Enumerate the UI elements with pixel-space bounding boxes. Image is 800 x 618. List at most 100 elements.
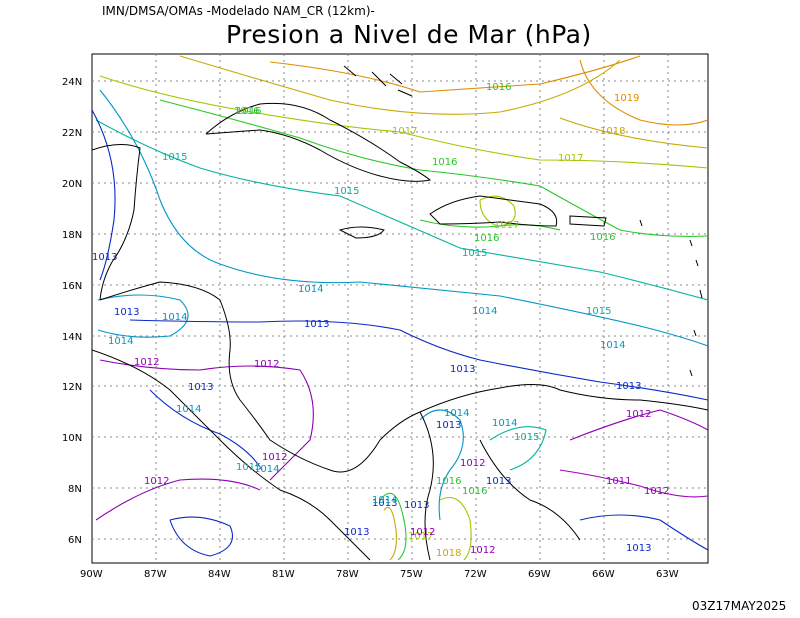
- isobar-label-1014: 1014: [176, 404, 201, 415]
- lat-label: 22N: [62, 128, 82, 139]
- isobar-label-1014: 1014: [162, 312, 187, 323]
- isobar-label-1014: 1014: [444, 408, 469, 419]
- isobar-label-1013: 1013: [304, 319, 329, 330]
- isobar-1019: [269, 55, 641, 93]
- isobar-label-1015: 1015: [514, 432, 539, 443]
- latitude-axis: 24N 22N 20N 18N 16N 14N 12N 10N 8N 6N: [62, 77, 82, 546]
- coastline-puerto-rico: [569, 215, 607, 227]
- isobar-1017: [439, 496, 472, 561]
- isobar-label-1013: 1013: [92, 252, 117, 263]
- isobar-1012: [95, 478, 261, 521]
- source-label: IMN/DMSA/OMAs -Modelado NAM_CR (12km)-: [102, 4, 375, 18]
- isobar-label-1016: 1016: [234, 106, 259, 117]
- isobar-label-1013: 1013: [114, 307, 139, 318]
- lat-label: 10N: [62, 433, 82, 444]
- coastline-yucatan: [92, 144, 141, 301]
- lon-label: 78W: [336, 569, 359, 580]
- isobar-label-1014: 1014: [472, 306, 497, 317]
- lat-label: 18N: [62, 230, 82, 241]
- border-venezuela: [479, 439, 581, 541]
- coastline-bahamas: [343, 65, 413, 97]
- isobar-1017: [99, 75, 708, 169]
- isobar-label-1016: 1016: [486, 82, 511, 93]
- isobar-label-1014: 1014: [372, 495, 397, 506]
- isobar-label-1016: 1016: [236, 106, 261, 117]
- isobar-label-1011: 1011: [606, 476, 631, 487]
- lon-label: 87W: [144, 569, 167, 580]
- isobar-label-1013: 1013: [486, 476, 511, 487]
- isobar-label-1012: 1012: [644, 486, 669, 497]
- isobar-label-1013: 1013: [450, 364, 475, 375]
- isobar-label-1015: 1015: [462, 248, 487, 259]
- lon-label: 75W: [400, 569, 423, 580]
- isobar-label-1018: 1018: [600, 126, 625, 137]
- isobar-1019: [579, 59, 708, 126]
- isobar-label-1012: 1012: [626, 409, 651, 420]
- lon-label: 63W: [656, 569, 679, 580]
- isobar-1015: [95, 119, 708, 301]
- lat-label: 8N: [68, 484, 82, 495]
- isobar-1018: [179, 55, 621, 115]
- isobar-label-1013: 1013: [344, 527, 369, 538]
- isobar-label-1013: 1013: [188, 382, 213, 393]
- isobar-1013: [92, 109, 116, 281]
- lat-label: 12N: [62, 382, 82, 393]
- isobar-label-1012: 1012: [460, 458, 485, 469]
- isobar-1012: [99, 359, 314, 481]
- isobar-1016: [379, 492, 407, 561]
- isobar-1011: [559, 469, 708, 498]
- isobar-label-1015: 1015: [236, 462, 261, 473]
- lon-label: 81W: [272, 569, 295, 580]
- isobar-label-1014: 1014: [492, 418, 517, 429]
- coastline-central-america: [99, 281, 561, 473]
- isobar-label-1016: 1016: [432, 157, 457, 168]
- isobar-label-1019: 1019: [614, 93, 639, 104]
- lat-label: 14N: [62, 332, 82, 343]
- lesser-antilles: [639, 219, 703, 377]
- isobar-1017: [479, 195, 516, 227]
- border-colombia: [419, 411, 434, 561]
- isobar-label-1014: 1014: [600, 340, 625, 351]
- coastline-hispaniola: [429, 195, 558, 227]
- coastline-cuba: [205, 102, 432, 182]
- isobar-label-1013: 1013: [404, 500, 429, 511]
- isobar-1013: [579, 514, 708, 551]
- lon-label: 72W: [464, 569, 487, 580]
- isobar-label-1017: 1017: [558, 153, 583, 164]
- lon-label: 66W: [592, 569, 615, 580]
- isobar-1014: [99, 89, 708, 347]
- isobar-label-1013: 1013: [436, 420, 461, 431]
- isobar-label-1016: 1016: [590, 232, 615, 243]
- coastline-south-america: [559, 389, 708, 411]
- isobar-1013: [149, 389, 263, 471]
- isobar-1018: [383, 506, 397, 561]
- isobar-label-1016: 1016: [474, 233, 499, 244]
- isobar-label-1012: 1012: [470, 545, 495, 556]
- isobar-label-1012: 1012: [262, 452, 287, 463]
- isobar-label-1016: 1016: [462, 486, 487, 497]
- coastline-pacific: [92, 349, 371, 561]
- lat-label: 24N: [62, 77, 82, 88]
- isobar-label-1016: 1016: [436, 476, 461, 487]
- isobar-1012: [569, 409, 708, 441]
- isobar-1013: [169, 516, 234, 557]
- isobar-label-1012: 1012: [254, 359, 279, 370]
- isobar-label-1012: 1012: [134, 357, 159, 368]
- isobar-label-1017: 1017: [408, 531, 433, 542]
- isobar-label-1015: 1015: [586, 306, 611, 317]
- lat-label: 6N: [68, 535, 82, 546]
- longitude-axis: 90W 87W 84W 81W 78W 75W 72W 69W 66W 63W: [80, 569, 679, 580]
- isobar-label-1012: 1012: [144, 476, 169, 487]
- isobar-label-1015: 1015: [162, 152, 187, 163]
- isobar-1013: [129, 319, 708, 401]
- valid-time-label: 03Z17MAY2025: [692, 599, 787, 613]
- isobar-1014: [419, 409, 464, 521]
- isobar-label-1014: 1014: [254, 464, 279, 475]
- lat-label: 16N: [62, 281, 82, 292]
- isobar-1016: [159, 99, 708, 237]
- isobar-1015: [489, 426, 547, 471]
- isobar-label-1012: 1012: [410, 527, 435, 538]
- isobar-label-1014: 1014: [108, 336, 133, 347]
- isobar-label-1017: 1017: [392, 126, 417, 137]
